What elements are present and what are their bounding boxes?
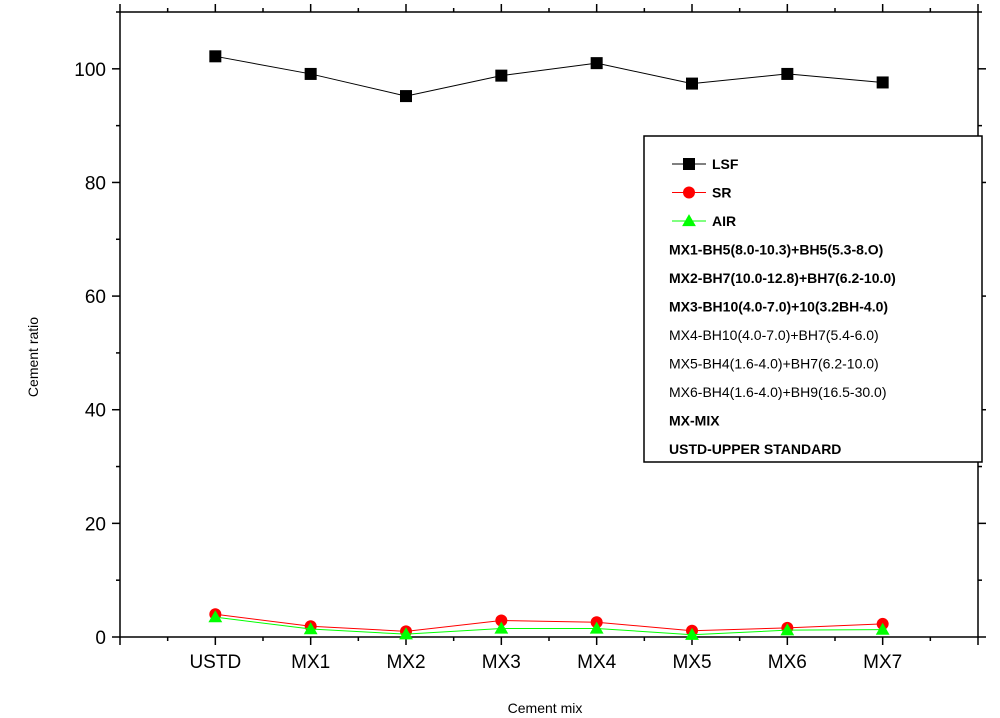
y-tick-label: 20 <box>85 514 106 535</box>
series-air-point <box>875 622 890 635</box>
x-tick-label: MX3 <box>482 652 521 673</box>
x-tick-label: MX1 <box>291 652 330 673</box>
series-air-point <box>303 622 318 635</box>
legend-marker-lsf <box>683 158 695 170</box>
series-air-point <box>399 627 413 640</box>
x-tick-label: MX6 <box>768 652 807 673</box>
series-lsf-point <box>495 69 508 82</box>
series-layer <box>208 50 890 640</box>
y-tick-label: 60 <box>85 287 106 308</box>
series-lsf <box>209 50 889 103</box>
series-air-point <box>208 610 223 623</box>
series-lsf-point <box>590 57 603 70</box>
y-tick-label: 100 <box>74 60 106 81</box>
x-tick-label: MX7 <box>863 652 902 673</box>
series-lsf-point <box>686 77 698 90</box>
series-air-line <box>215 616 883 636</box>
y-tick-label: 0 <box>95 628 106 649</box>
series-sr-line <box>215 613 883 632</box>
series-sr-point <box>495 614 508 627</box>
series-lsf-point <box>400 90 412 103</box>
x-axis-title: Cement mix <box>508 700 583 716</box>
series-air-point <box>494 621 509 634</box>
series-lsf-point <box>209 50 222 63</box>
legend-marker-air <box>682 214 696 227</box>
x-tick-label: MX5 <box>672 652 711 673</box>
legend-note: MX1-BH5(8.0-10.3)+BH5(5.3-8.O) <box>669 242 883 258</box>
series-air <box>208 610 890 640</box>
series-air-point <box>780 623 795 636</box>
series-air-point <box>685 627 699 640</box>
x-tick-label: MX2 <box>386 652 425 673</box>
series-lsf-line <box>215 55 883 97</box>
legend: LSF SR AIR MX1-BH5(8.0-10.3)+BH5(5.3-8.O) MX… <box>643 135 983 463</box>
y-axis-title: Cement ratio <box>25 317 41 397</box>
legend-note: USTD-UPPER STANDARD <box>669 441 841 457</box>
axes: 0 20 40 60 80 100 USTD MX1 MX2 MX3 MX4 MX5 MX6 MX7 <box>74 4 986 673</box>
legend-note: MX4-BH10(4.0-7.0)+BH7(5.4-6.0) <box>669 327 879 343</box>
legend-note: MX6-BH4(1.6-4.0)+BH9(16.5-30.0) <box>669 384 887 400</box>
legend-box <box>643 135 983 463</box>
y-tick-label: 80 <box>85 173 106 194</box>
x-tick-label: USTD <box>189 652 241 673</box>
legend-note: MX5-BH4(1.6-4.0)+BH7(6.2-10.0) <box>669 356 879 372</box>
legend-note: MX-MIX <box>669 413 720 429</box>
legend-note: MX3-BH10(4.0-7.0)+10(3.2BH-4.0) <box>669 299 888 315</box>
legend-marker-sr <box>683 186 695 199</box>
legend-label-lsf: LSF <box>712 156 739 172</box>
series-air-point <box>589 621 604 634</box>
series-lsf-point <box>781 67 794 80</box>
legend-label-sr: SR <box>712 185 731 201</box>
legend-label-air: AIR <box>712 213 736 229</box>
series-lsf-point <box>304 67 317 80</box>
x-tick-label: MX4 <box>577 652 617 673</box>
legend-note: MX2-BH7(10.0-12.8)+BH7(6.2-10.0) <box>669 270 896 286</box>
series-lsf-point <box>876 76 889 89</box>
y-tick-label: 40 <box>85 401 106 422</box>
